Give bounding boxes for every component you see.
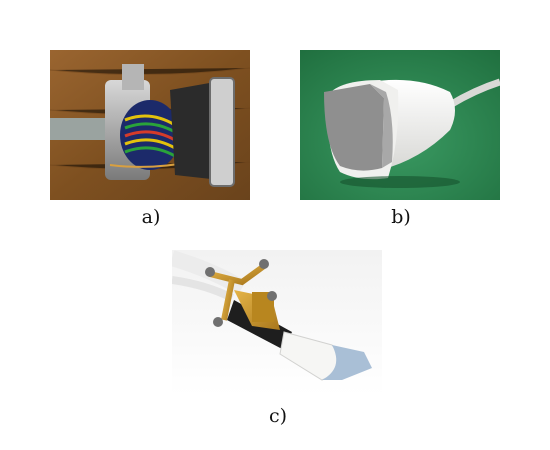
tracking-marker xyxy=(213,317,223,327)
probe-cable xyxy=(448,78,500,109)
linear-probe-illustration xyxy=(300,50,500,200)
probe-cable xyxy=(50,118,110,140)
probe-tip xyxy=(322,345,372,380)
panel-b-image xyxy=(300,50,500,200)
opened-probe-illustration xyxy=(50,50,250,200)
caption-a: a) xyxy=(141,206,161,228)
tracking-marker xyxy=(205,267,215,277)
inner-housing xyxy=(170,82,220,180)
tracking-marker xyxy=(267,291,277,301)
probe-shadow xyxy=(340,176,460,188)
tracker-frame xyxy=(207,263,280,330)
panel-a-image xyxy=(50,50,250,200)
probe-grey-face xyxy=(324,84,384,171)
metal-connector xyxy=(122,64,144,90)
tracking-marker xyxy=(259,259,269,269)
caption-c: c) xyxy=(268,405,288,427)
probe-head xyxy=(209,77,235,187)
panel-c-image xyxy=(172,250,382,395)
wire-bundle xyxy=(109,100,191,170)
caption-b: b) xyxy=(391,206,411,228)
tracked-probe-illustration xyxy=(172,250,382,395)
